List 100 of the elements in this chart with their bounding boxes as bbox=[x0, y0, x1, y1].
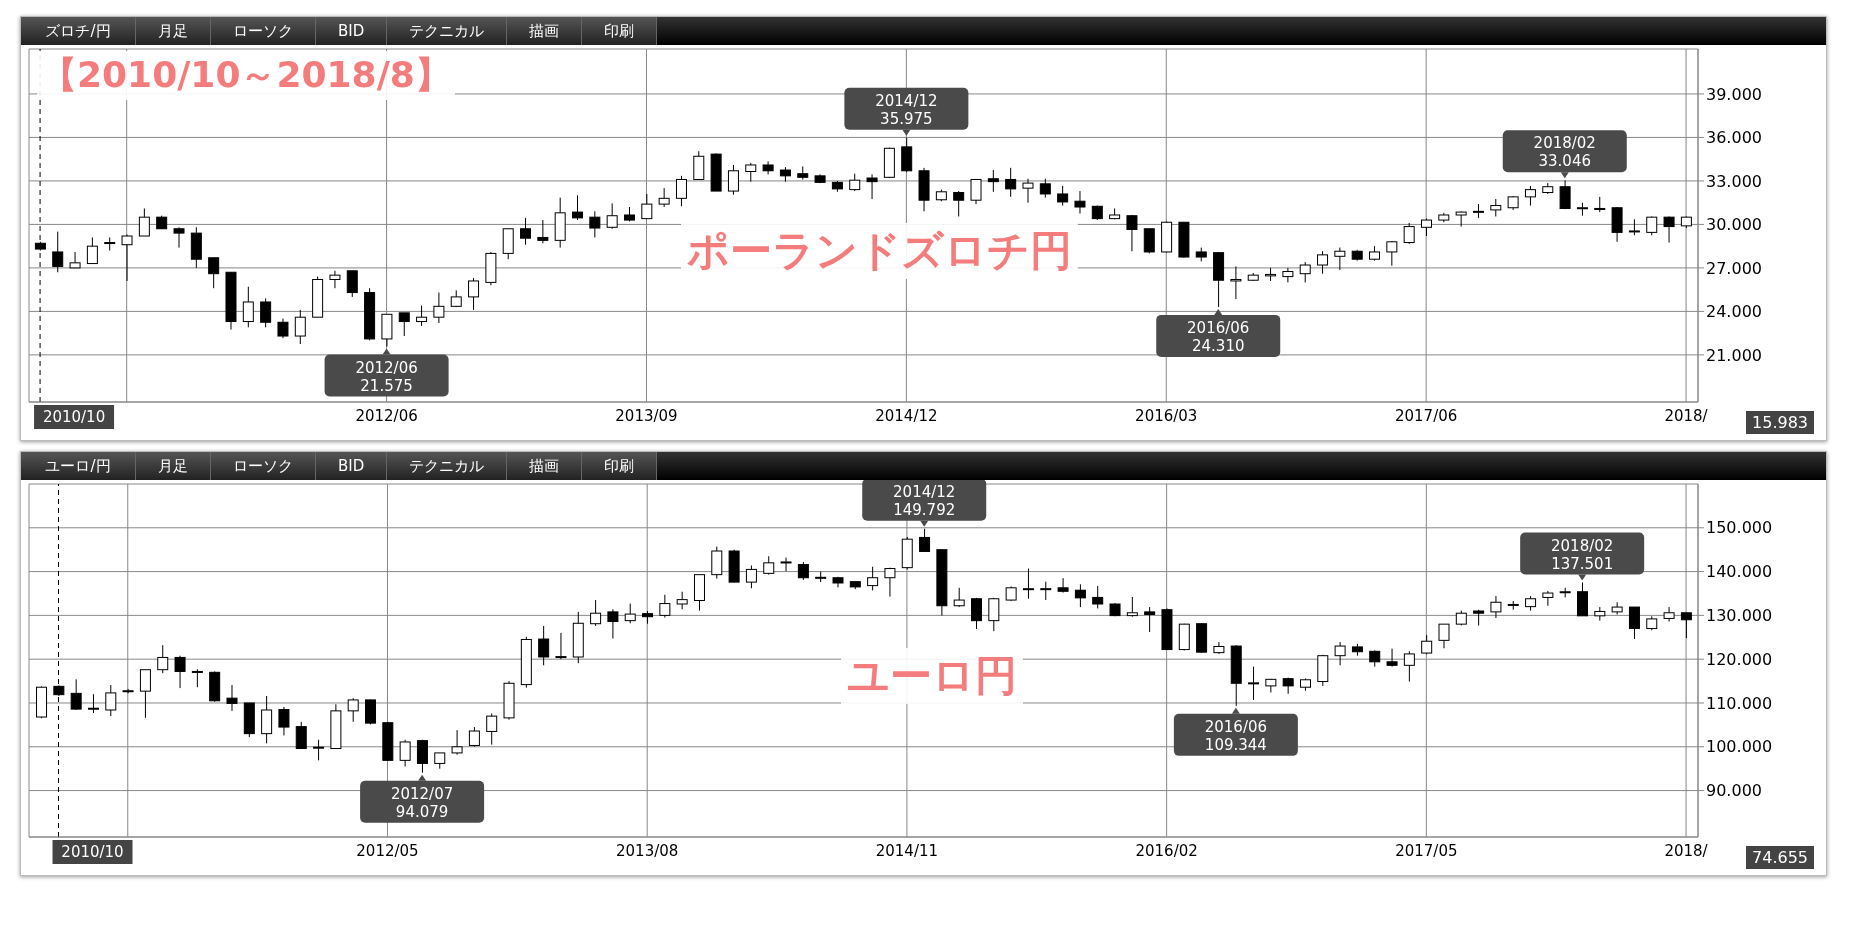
candlestick bbox=[277, 318, 289, 339]
candlestick bbox=[1074, 190, 1086, 215]
y-tick-label: 100.000 bbox=[1706, 737, 1773, 757]
text: ユーロ/円 bbox=[21, 452, 136, 480]
y-tick-label: 150.000 bbox=[1706, 518, 1773, 538]
y-tick-label: 110.000 bbox=[1706, 693, 1773, 713]
candlestick bbox=[69, 251, 81, 269]
candlestick bbox=[1334, 247, 1346, 271]
y-tick-label: 130.000 bbox=[1706, 606, 1773, 626]
candlestick bbox=[1524, 185, 1536, 207]
text: ローソク bbox=[211, 452, 316, 480]
y-tick-label: 27.000 bbox=[1706, 258, 1762, 278]
candlestick bbox=[486, 712, 498, 746]
candlestick bbox=[1126, 214, 1138, 252]
candlestick bbox=[157, 644, 169, 674]
candlestick bbox=[1559, 179, 1571, 210]
text: 印刷 bbox=[582, 452, 658, 480]
callout: 2012/06 21.575 bbox=[324, 348, 449, 397]
candlestick bbox=[641, 193, 653, 220]
candlestick bbox=[1057, 185, 1069, 207]
text: ズロチ/円 bbox=[21, 17, 136, 45]
x-tick-label: 2018/ bbox=[1664, 406, 1709, 425]
candlestick bbox=[988, 597, 1000, 632]
x-tick-label: 2016/03 bbox=[1135, 406, 1198, 425]
x-tick-label: 2017/06 bbox=[1394, 406, 1458, 425]
candlestick bbox=[971, 597, 983, 630]
candlestick bbox=[675, 175, 687, 207]
candlestick bbox=[606, 202, 618, 230]
candlestick bbox=[590, 599, 602, 627]
callout: 2016/06 109.344 bbox=[1173, 707, 1298, 756]
candlestick bbox=[624, 603, 636, 624]
candlestick bbox=[1057, 577, 1069, 594]
candlestick bbox=[433, 292, 445, 324]
x-tick-label: 2013/08 bbox=[616, 841, 679, 860]
text: BID bbox=[316, 17, 388, 45]
candlestick bbox=[399, 739, 411, 767]
callout: 2018/02 33.046 bbox=[1502, 130, 1627, 179]
candlestick bbox=[1438, 623, 1450, 649]
candlestick bbox=[659, 594, 671, 619]
y-tick-label: 140.000 bbox=[1706, 562, 1773, 582]
x-tick-label: 2013/09 bbox=[615, 406, 678, 425]
text: 15.983 bbox=[1746, 411, 1814, 434]
candlestick bbox=[1074, 583, 1086, 608]
y-tick-label: 33.000 bbox=[1706, 171, 1762, 191]
candlestick bbox=[1646, 215, 1658, 236]
callout: 2014/12 35.975 bbox=[844, 87, 969, 136]
candlestick bbox=[1005, 167, 1017, 198]
y-tick-label: 21.000 bbox=[1706, 345, 1762, 365]
candlestick bbox=[1039, 178, 1051, 199]
candlestick bbox=[468, 277, 480, 311]
candlestick bbox=[174, 655, 186, 689]
candlestick bbox=[294, 309, 306, 345]
text: テクニカル bbox=[387, 17, 508, 45]
candlestick bbox=[901, 137, 913, 173]
x-tick-label: 2016/02 bbox=[1135, 841, 1198, 860]
candlestick bbox=[346, 270, 358, 298]
candlestick bbox=[226, 684, 238, 712]
annotation: 2014/12 149.792 bbox=[893, 482, 956, 519]
y-tick-label: 120.000 bbox=[1706, 649, 1773, 669]
candlestick bbox=[866, 173, 878, 200]
text: ユーロ円 bbox=[841, 648, 1023, 704]
candlestick bbox=[468, 726, 480, 748]
candlestick bbox=[919, 528, 931, 553]
candlestick bbox=[537, 219, 549, 244]
text: ポーランドズロチ円 bbox=[681, 223, 1078, 279]
candlestick bbox=[1040, 581, 1052, 601]
text: 描画 bbox=[507, 17, 583, 45]
ref-line-label: 2010/10 bbox=[42, 408, 106, 426]
candlestick bbox=[347, 697, 359, 723]
candlestick bbox=[1334, 641, 1346, 666]
candlestick bbox=[278, 706, 290, 736]
candlestick bbox=[1092, 585, 1104, 609]
text: 月足 bbox=[136, 17, 211, 45]
candlestick bbox=[607, 608, 619, 640]
annotation: 2012/07 94.079 bbox=[390, 784, 454, 821]
text: 74.655 bbox=[1746, 846, 1814, 869]
y-tick-label: 30.000 bbox=[1706, 215, 1762, 235]
candlestick bbox=[121, 234, 133, 282]
candlestick bbox=[451, 729, 463, 756]
text: テクニカル bbox=[387, 452, 508, 480]
annotation: 2016/06 109.344 bbox=[1204, 717, 1268, 754]
candlestick bbox=[1663, 215, 1675, 244]
candlestick bbox=[1299, 261, 1311, 283]
candlestick bbox=[52, 231, 64, 273]
text: BID bbox=[316, 452, 388, 480]
candlestick bbox=[1144, 606, 1156, 633]
candlestick bbox=[1611, 601, 1623, 616]
candlestick bbox=[1126, 596, 1138, 618]
candlestick bbox=[313, 739, 325, 761]
candlestick bbox=[1143, 228, 1155, 254]
candlestick bbox=[970, 178, 982, 205]
candlestick bbox=[572, 194, 584, 221]
candlestick bbox=[1282, 267, 1294, 283]
candlestick bbox=[70, 678, 82, 711]
candlestick bbox=[1386, 240, 1398, 267]
y-tick-label: 36.000 bbox=[1706, 128, 1762, 148]
candlestick bbox=[1022, 178, 1034, 204]
x-tick-label: 2012/05 bbox=[356, 841, 419, 860]
candlestick bbox=[711, 546, 723, 580]
candlestick bbox=[745, 162, 757, 183]
